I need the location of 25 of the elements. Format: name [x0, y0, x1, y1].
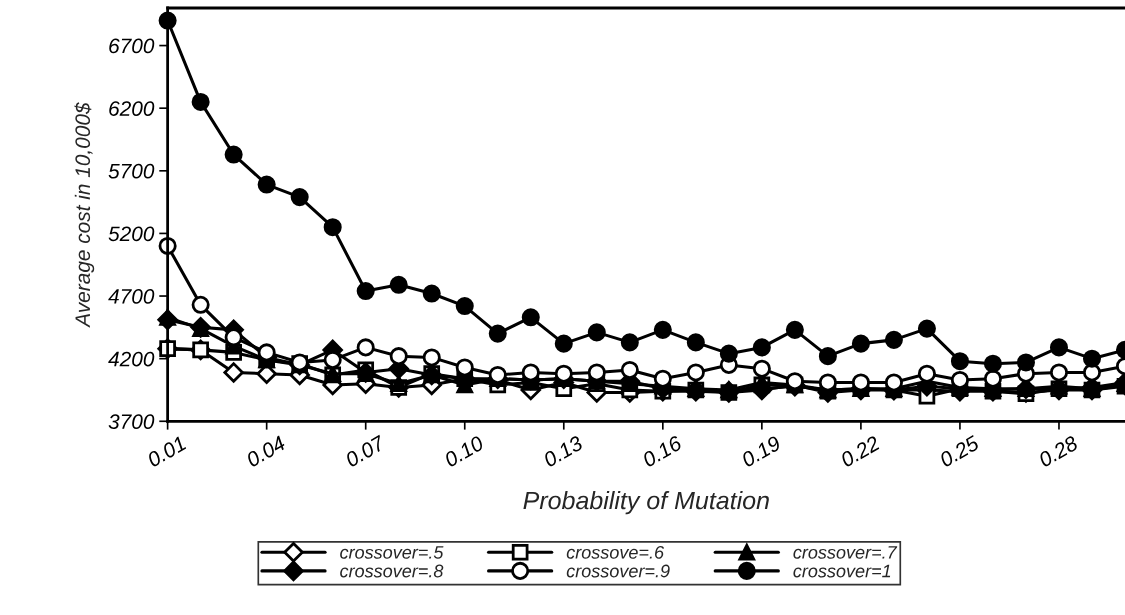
x-tick-label: 0.04	[245, 435, 287, 468]
legend-label: crossover=1	[793, 564, 891, 578]
x-tick-label: 0.19	[740, 435, 782, 468]
y-tick-label: 3700	[108, 414, 155, 430]
legend-label: crossover=.7	[793, 546, 898, 559]
legend-label: crossover=.8	[340, 564, 444, 578]
x-tick-label: 0.22	[839, 435, 881, 468]
x-tick-label: 0.16	[641, 434, 684, 468]
y-tick-label: 5200	[108, 226, 155, 242]
y-tick-label: 4700	[108, 289, 155, 304]
y-axis-title: Average cost in 10,000$	[74, 102, 95, 328]
x-tick-label: 0.07	[344, 434, 387, 468]
x-tick-label: 0.13	[542, 435, 584, 468]
y-tick-label: 6700	[109, 38, 155, 54]
x-axis-title: Probability of Mutation	[523, 491, 769, 515]
x-tick-label: 0.10	[443, 435, 485, 468]
x-tick-label: 0.01	[146, 435, 187, 468]
y-tick-label: 5700	[108, 163, 155, 179]
legend-label: crossover=.5	[340, 546, 444, 559]
legend-label: crossover=.9	[566, 564, 670, 578]
x-tick-label: 0.28	[1037, 435, 1080, 468]
y-tick-label: 6200	[109, 101, 155, 116]
legend-label: crossove=.6	[566, 545, 665, 559]
x-tick-label: 0.25	[938, 434, 981, 468]
y-tick-label: 4200	[108, 351, 155, 367]
